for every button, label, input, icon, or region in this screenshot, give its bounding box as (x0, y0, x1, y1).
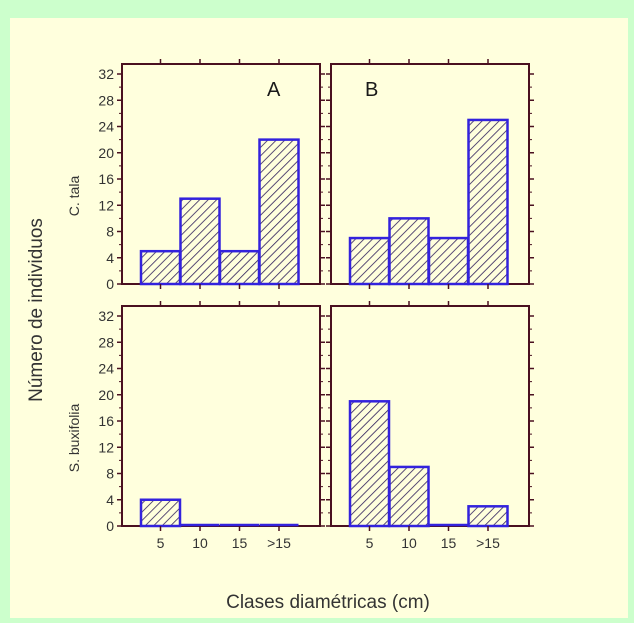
x-tick-label: 15 (441, 535, 457, 551)
x-tick-label: 5 (157, 535, 165, 551)
y-tick-label: 20 (98, 387, 114, 403)
x-tick-label: 10 (401, 535, 417, 551)
bar-5 (348, 236, 391, 286)
x-tick-label: 15 (232, 535, 248, 551)
bar-gt15 (467, 118, 509, 286)
x-tick-label: 5 (366, 535, 374, 551)
y-tick-label: 24 (98, 361, 114, 377)
y-tick-label: 24 (98, 119, 114, 135)
y-tick-label: 32 (98, 66, 114, 82)
x-tick-label: >15 (476, 535, 500, 551)
bar-5 (139, 498, 182, 528)
row-label-ctala: C. tala (66, 176, 82, 217)
bar-gt15 (258, 138, 300, 286)
panel-frame (121, 305, 321, 527)
y-tick-label: 20 (98, 145, 114, 161)
x-axis-title: Clases diamétricas (cm) (226, 592, 430, 613)
y-tick-label: 8 (106, 224, 114, 240)
bar-10 (388, 465, 430, 528)
panel-sbuxifolia-b: 5 10 15 >15 (326, 301, 534, 551)
row-label-sbuxifolia: S. buxifolia (66, 404, 82, 473)
y-tick-label: 4 (106, 492, 114, 508)
panel-label-a: A (267, 79, 281, 101)
x-tick-label: >15 (267, 535, 291, 551)
bar-10 (179, 197, 221, 286)
bar-5 (139, 249, 182, 286)
y-tick-label: 8 (106, 466, 114, 482)
bar-5 (348, 400, 391, 528)
y-tick-label: 0 (106, 518, 114, 534)
panel-sbuxifolia-a: 0 4 8 12 16 20 24 28 32 5 10 15 >15 S. buxifolia (66, 301, 325, 551)
y-tick-label: 16 (98, 413, 114, 429)
y-axis-title: Número de individuos (26, 218, 47, 402)
bar-gt15 (467, 505, 509, 528)
y-tick-label: 12 (98, 439, 114, 455)
y-tick-label: 16 (98, 171, 114, 187)
bar-15 (218, 249, 261, 286)
bar-10 (388, 217, 430, 286)
y-tick-label: 4 (106, 250, 114, 266)
panel-ctala-b: B (326, 59, 534, 289)
y-tick-label: 28 (98, 92, 114, 108)
x-tick-label: 10 (192, 535, 208, 551)
y-tick-label: 32 (98, 308, 114, 324)
y-tick-label: 0 (106, 276, 114, 292)
bar-15 (427, 236, 470, 286)
y-tick-label: 12 (98, 197, 114, 213)
panel-ctala-a: 0 4 8 12 16 20 24 28 32 A C. tala (66, 59, 325, 292)
y-tick-label: 28 (98, 334, 114, 350)
panel-label-b: B (365, 79, 378, 101)
